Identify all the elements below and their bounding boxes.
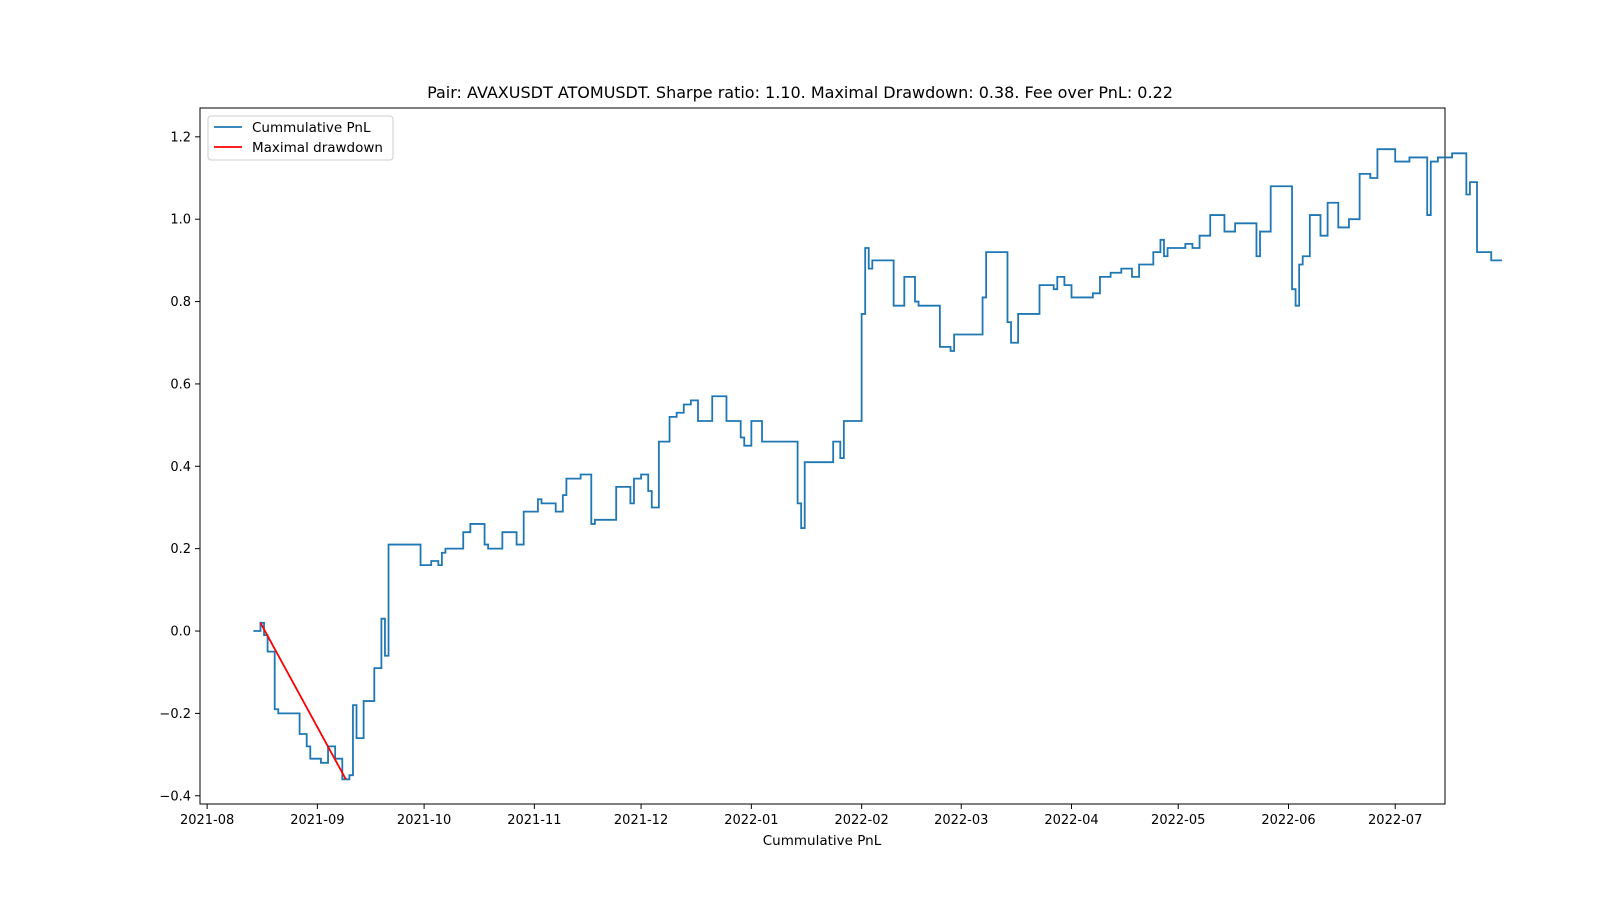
y-tick-label: 1.2 [170,130,191,145]
x-tick-label: 2022-01 [724,813,778,828]
x-tick-label: 2022-04 [1044,813,1098,828]
x-tick-label: 2022-03 [934,813,988,828]
x-tick-label: 2021-10 [397,813,451,828]
y-tick-label: −0.4 [159,789,191,804]
x-tick-label: 2022-05 [1151,813,1205,828]
x-tick-label: 2022-06 [1261,813,1315,828]
y-tick-label: 0.8 [170,295,191,310]
series-line-maximal-drawdown [259,622,347,780]
x-tick-label: 2022-02 [834,813,888,828]
x-tick-label: 2021-09 [290,813,344,828]
x-tick-label: 2022-07 [1368,813,1422,828]
plot-area [199,107,1446,805]
y-tick-label: 1.0 [170,213,191,228]
y-tick-label: −0.2 [159,707,191,722]
x-axis: 2021-08 2021-09 2021-10 2021-11 2021-12 2022-… [180,804,1422,828]
y-tick-label: 0.4 [170,460,191,475]
legend-label-maximal-drawdown: Maximal drawdown [252,140,383,156]
axes-frame [199,107,1446,805]
x-tick-label: 2021-08 [180,813,234,828]
x-tick-label: 2021-12 [614,813,668,828]
legend: Cummulative PnL Maximal drawdown [207,115,394,161]
chart-title: Pair: AVAXUSDT ATOMUSDT. Sharpe ratio: 1… [427,83,1173,102]
series-line-cummulative-pnl [253,148,1502,781]
x-axis-label: Cummulative PnL [763,833,882,849]
y-tick-label: 0.2 [170,542,191,557]
x-tick-label: 2021-11 [507,813,561,828]
series-layer [253,148,1502,781]
y-tick-label: 0.0 [170,625,191,640]
legend-label-cummulative-pnl: Cummulative PnL [252,120,371,136]
y-tick-label: 0.6 [170,377,191,392]
y-axis: −0.4 −0.2 0.0 0.2 0.4 0.6 0.8 1.0 1.2 [159,130,200,804]
legend-box [207,115,394,161]
